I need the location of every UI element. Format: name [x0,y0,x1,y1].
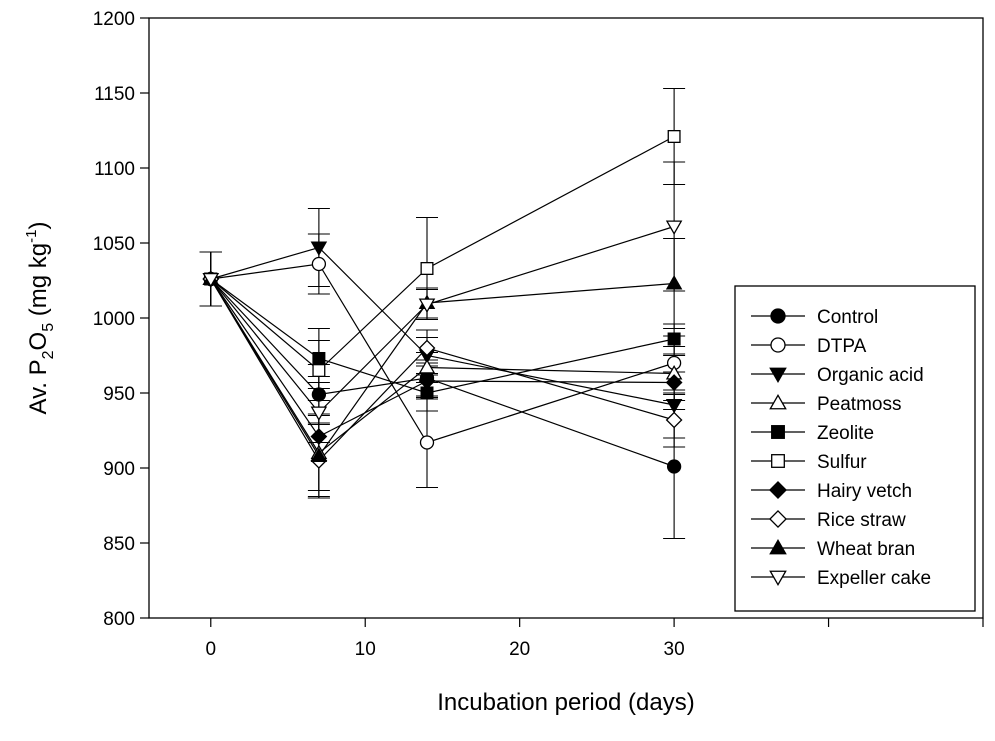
axes-layer [140,17,984,627]
x-tick-label-10: 10 [355,639,376,660]
markers-layer [202,129,683,474]
y-tick-label-1150: 1150 [94,84,135,105]
point-expeller-cake-7 [310,406,328,421]
series-lines-layer [210,135,675,468]
x-axis-title: Incubation period (days) [437,689,694,716]
point-wheat-bran-7 [310,447,328,463]
legend-label-dtpa: DTPA [817,336,867,357]
point-zeolite-30 [667,332,681,346]
line-rice-straw [210,278,675,462]
legend-marker-wheat-bran [769,538,787,555]
legend-label-sulfur: Sulfur [817,452,867,473]
point-organic-acid-7 [310,241,328,256]
y-tick-label-850: 850 [103,534,135,555]
y-axis-title-unit-open: (mg kg [25,243,52,323]
point-expeller-cake-0 [202,272,220,288]
point-dtpa-7 [311,256,327,272]
point-organic-acid-30 [665,398,683,414]
y-tick-label-950: 950 [103,384,135,405]
legend-marker-zeolite [771,425,785,439]
line-zeolite [210,278,675,394]
y-tick-label-900: 900 [103,459,135,480]
y-tick-label-1200: 1200 [93,9,135,30]
line-organic-acid [210,246,675,406]
y-axis-title-unit-close: ) [25,222,52,230]
error-bars-layer [199,87,686,540]
point-dtpa-14 [419,435,435,450]
y-tick-label-1100: 1100 [94,159,135,180]
point-control-30 [666,459,682,474]
point-peatmoss-14 [418,359,436,374]
y-tick-label-800: 800 [103,609,135,630]
legend-marker-sulfur [771,454,785,468]
point-sulfur-14 [420,261,434,275]
point-rice-straw-30 [665,411,683,429]
point-sulfur-30 [667,129,681,143]
legend-marker-dtpa [770,337,786,353]
y-tick-label-1050: 1050 [93,234,135,255]
y-axis-title-sub1: 2 [40,350,57,359]
legend-label-hairy-vetch: Hairy vetch [817,481,912,502]
legend-label-expeller-cake: Expeller cake [817,568,931,589]
legend-label-organic-acid: Organic acid [817,365,924,386]
legend-marker-expeller-cake [769,570,787,587]
point-expeller-cake-14 [418,298,436,313]
y-axis-title-sub2: 5 [40,323,57,332]
line-sulfur [210,135,675,372]
x-tick-label-30: 30 [664,639,685,660]
legend-marker-rice-straw [769,510,787,528]
line-wheat-bran [210,278,675,458]
point-zeolite-7 [312,351,326,365]
x-tick-label-0: 0 [205,639,216,660]
legend-box [734,285,976,612]
y-axis-title-mid: O [25,332,52,351]
legend-marker-peatmoss [769,393,787,410]
legend-label-control: Control [817,307,878,328]
line-hairy-vetch [210,278,675,438]
y-tick-label-1000: 1000 [93,309,135,330]
legend-label-rice-straw: Rice straw [817,510,906,531]
point-hairy-vetch-7 [310,428,328,445]
y-axis-title-sup: -1 [23,230,40,243]
y-axis-title: Av. P2O5 (mg kg-1) [23,222,57,415]
line-expeller-cake [210,225,675,414]
legend-label-peatmoss: Peatmoss [817,394,901,415]
legend: Control DTPA Organic acid Peatmoss Zeolite Su… [734,285,976,612]
legend-marker-control [770,308,786,324]
point-control-7 [311,387,327,402]
point-hairy-vetch-30 [665,374,683,391]
legend-label-wheat-bran: Wheat bran [817,539,915,560]
x-tick-label-20: 20 [509,639,530,660]
line-control [210,278,675,468]
tick-labels-layer: 800 850 900 950 1000 1050 1100 1150 1200 0 10 20 30 [93,9,685,660]
y-axis-title-base: Av. P [25,359,52,414]
line-peatmoss [210,278,675,454]
point-expeller-cake-30 [665,220,683,235]
legend-label-zeolite: Zeolite [817,423,874,444]
legend-marker-organic-acid [769,367,787,384]
point-wheat-bran-30 [665,275,683,290]
legend-marker-hairy-vetch [769,481,787,499]
point-sulfur-7 [312,363,326,377]
point-hairy-vetch-14 [418,372,436,390]
line-dtpa [210,263,675,444]
point-rice-straw-14 [418,339,436,357]
